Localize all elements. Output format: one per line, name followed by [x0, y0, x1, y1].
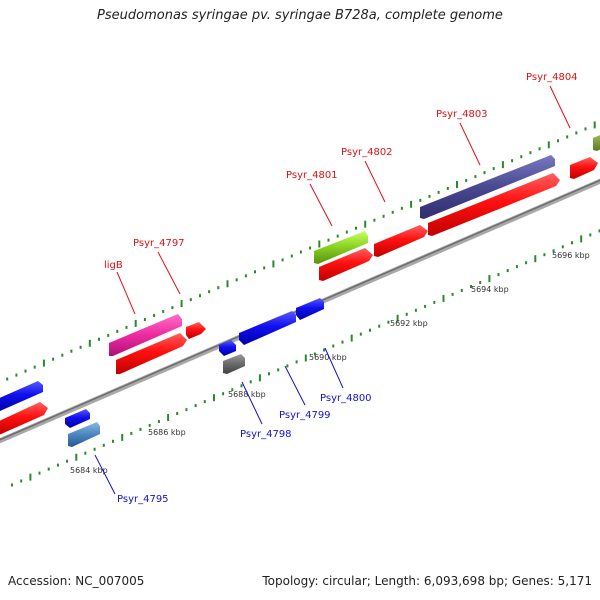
gene-arrow[interactable] — [319, 248, 373, 281]
reverse-gene-labels: Psyr_4795 Psyr_4798 Psyr_4799 Psyr_4800 — [94, 347, 372, 505]
gene-arrow[interactable] — [219, 340, 236, 356]
scale-labels: 5684 kbp 5686 kbp 5688 kbp 5690 kbp 5692… — [70, 251, 590, 475]
gene-arrow[interactable] — [65, 409, 90, 428]
gene-arrow-Psyr_4798[interactable] — [223, 354, 245, 374]
scale-label-5686: 5686 kbp — [148, 428, 186, 437]
gene-arrow-Psyr_4800[interactable] — [296, 298, 324, 320]
scale-label-5684: 5684 kbp — [70, 466, 108, 475]
reverse-strand-features — [65, 298, 324, 447]
forward-strand-features — [0, 133, 600, 435]
gene-arrow[interactable] — [593, 133, 600, 151]
scale-label-5694: 5694 kbp — [471, 285, 509, 294]
scale-label-5688: 5688 kbp — [228, 390, 266, 399]
gene-arrow-Psyr_4803[interactable] — [420, 155, 555, 219]
forward-gene-labels: ligB Psyr_4797 Psyr_4801 Psyr_4802 Psyr_… — [104, 72, 578, 315]
scale-label-5690: 5690 kbp — [309, 353, 347, 362]
gene-label-ligB[interactable]: ligB — [104, 260, 123, 271]
gene-label-Psyr_4803[interactable]: Psyr_4803 — [436, 109, 488, 120]
gene-label-Psyr_4801[interactable]: Psyr_4801 — [286, 170, 338, 181]
gene-arrow-Psyr_4797[interactable] — [186, 322, 206, 339]
gene-arrow-Psyr_4804[interactable] — [570, 157, 598, 179]
forward-tick-row — [6, 121, 596, 381]
scale-label-5696: 5696 kbp — [552, 251, 590, 260]
genome-title: Pseudomonas syringae pv. syringae B728a,… — [97, 8, 503, 23]
gene-arrow-Psyr_4795[interactable] — [68, 422, 100, 447]
gene-arrow-Psyr_4802[interactable] — [374, 225, 428, 257]
gene-label-Psyr_4802[interactable]: Psyr_4802 — [341, 147, 393, 158]
gene-label-Psyr_4799[interactable]: Psyr_4799 — [279, 410, 331, 421]
accession-text: Accession: NC_007005 — [8, 574, 145, 588]
gene-arrow-Psyr_4801[interactable] — [314, 231, 368, 264]
gene-label-Psyr_4800[interactable]: Psyr_4800 — [320, 393, 372, 404]
gene-arrow[interactable] — [116, 333, 187, 374]
gene-arrow[interactable] — [0, 402, 48, 435]
gene-label-Psyr_4804[interactable]: Psyr_4804 — [526, 72, 578, 83]
reverse-tick-row — [11, 229, 600, 487]
gene-arrow[interactable] — [0, 381, 43, 411]
gene-label-Psyr_4797[interactable]: Psyr_4797 — [133, 238, 185, 249]
gene-arrow-ligB[interactable] — [109, 314, 182, 356]
gene-arrow[interactable] — [428, 173, 560, 236]
gene-label-Psyr_4795[interactable]: Psyr_4795 — [117, 494, 169, 505]
gene-arrow-Psyr_4799[interactable] — [239, 311, 296, 345]
topology-text: Topology: circular; Length: 6,093,698 bp… — [262, 574, 592, 588]
gene-label-Psyr_4798[interactable]: Psyr_4798 — [240, 429, 292, 440]
scale-label-5692: 5692 kbp — [390, 319, 428, 328]
